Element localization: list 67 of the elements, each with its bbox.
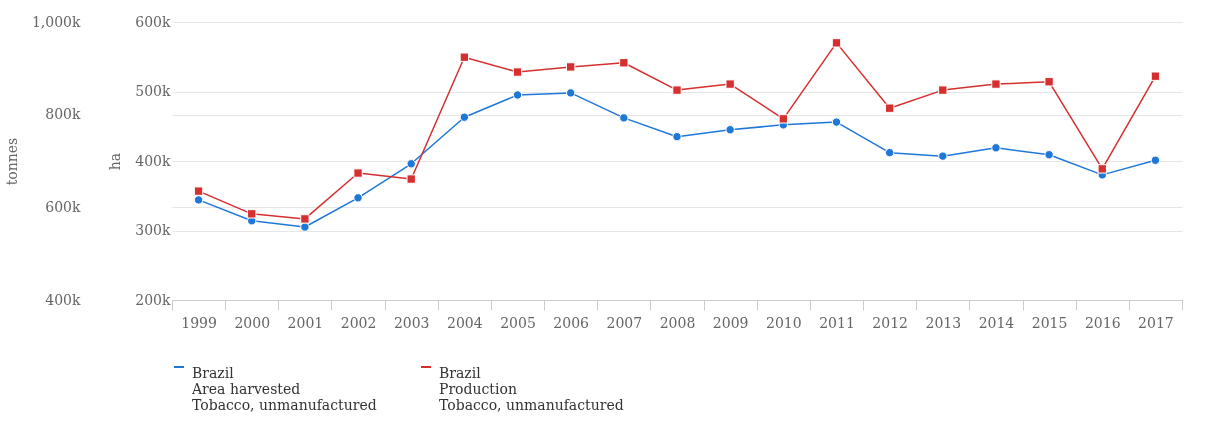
point [512, 67, 523, 77]
point [459, 112, 470, 122]
x-tick-label: 2013 [925, 314, 962, 331]
x-tick-label: 2012 [872, 314, 908, 331]
point [1150, 71, 1161, 81]
point [938, 85, 948, 95]
x-tick-label: 2009 [712, 314, 749, 331]
point [353, 168, 363, 178]
point [1044, 77, 1054, 87]
point [884, 103, 895, 113]
x-tick-label: 2007 [606, 314, 643, 331]
point [831, 117, 842, 127]
y-tick-label: 600k [135, 13, 171, 30]
x-tick-label: 2014 [978, 314, 1015, 331]
point [459, 52, 470, 62]
point [566, 62, 576, 72]
point [1044, 150, 1054, 160]
point [300, 222, 310, 232]
point [1150, 155, 1161, 165]
x-tick-label: 2001 [287, 314, 324, 331]
y-tick-label: 500k [135, 83, 171, 99]
x-tick-label: 2011 [819, 314, 855, 331]
point [672, 132, 682, 142]
y-tick-label: 200k [135, 291, 171, 308]
point [725, 125, 735, 135]
y-axis-title: ha [107, 152, 124, 171]
point [778, 114, 788, 124]
x-tick-label: 2010 [766, 314, 802, 331]
y-tick-label: 300k [135, 222, 171, 238]
legend-label: Brazil Area harvested Tobacco, unmanufactured [191, 365, 377, 413]
point [991, 143, 1001, 153]
y2-tick-label: 1,000k [31, 13, 82, 30]
x-tick-label: 2008 [659, 314, 696, 331]
x-tick-label: 2003 [393, 314, 430, 331]
legend-label: Brazil Production Tobacco, unmanufactured [439, 365, 624, 413]
x-tick-label: 2002 [340, 314, 377, 331]
point [193, 186, 204, 196]
point [406, 174, 416, 184]
x-tick-label: 2000 [234, 314, 271, 331]
point [512, 90, 523, 100]
x-tick-label: 2004 [447, 314, 483, 331]
x-tick-label: 2016 [1084, 314, 1121, 331]
x-tick-label: 2006 [553, 314, 590, 331]
x-tick-label: 2005 [500, 314, 536, 331]
point [1097, 164, 1107, 174]
point [566, 88, 576, 98]
x-tick-label: 1999 [181, 314, 217, 331]
point [938, 151, 948, 161]
point [619, 113, 629, 123]
point [406, 159, 416, 169]
point [991, 79, 1001, 89]
y2-tick-label: 600k [45, 198, 81, 215]
point [300, 214, 310, 224]
y2-tick-label: 800k [45, 106, 81, 123]
point [247, 209, 257, 219]
y-tick-label: 400k [135, 152, 171, 169]
point [672, 85, 682, 95]
point [725, 79, 735, 89]
point [619, 58, 629, 68]
point [193, 195, 204, 205]
point [353, 193, 363, 203]
y2-axis-title: tonnes [3, 137, 20, 186]
x-tick-label: 2015 [1031, 314, 1068, 331]
point [884, 147, 895, 158]
point [831, 38, 842, 48]
x-tick-label: 2017 [1138, 314, 1174, 331]
y2-tick-label: 400k [45, 291, 81, 308]
